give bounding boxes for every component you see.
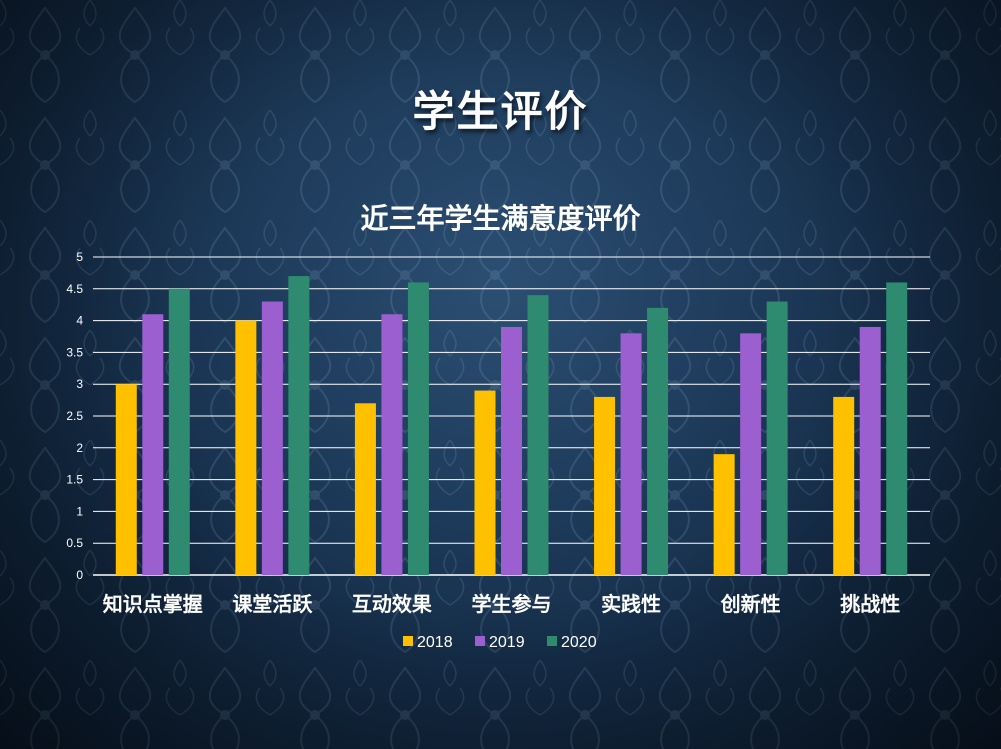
bars — [115, 276, 908, 575]
bar-2018-4 — [474, 390, 496, 575]
y-tick-label: 1.5 — [66, 473, 83, 487]
category-label: 互动效果 — [352, 592, 432, 616]
bar-2020-1 — [168, 288, 190, 575]
bar-2019-2 — [261, 301, 283, 575]
bar-2018-6 — [713, 454, 735, 575]
bar-2020-3 — [407, 282, 429, 575]
bar-2019-1 — [142, 314, 164, 575]
bar-2019-3 — [381, 314, 403, 575]
y-tick-label: 4 — [76, 314, 83, 328]
bar-2018-3 — [354, 403, 376, 575]
y-tick-label: 0 — [76, 568, 83, 582]
legend-label-2020: 2020 — [561, 634, 597, 651]
legend-swatch-2020 — [547, 636, 557, 646]
legend-swatch-2018 — [403, 636, 413, 646]
category-label: 创新性 — [720, 592, 781, 616]
category-label: 挑战性 — [840, 592, 900, 616]
category-label: 知识点掌握 — [103, 592, 203, 616]
bar-2020-4 — [527, 295, 549, 575]
y-tick-label: 4.5 — [66, 282, 83, 296]
bar-2020-7 — [886, 282, 908, 575]
legend-label-2019: 2019 — [489, 634, 525, 651]
y-tick-label: 3 — [76, 377, 83, 391]
x-axis-labels: 知识点掌握 课堂活跃 互动效果 学生参与 实践性 创新性 挑战性 — [103, 592, 900, 616]
bar-2018-1 — [115, 384, 137, 575]
bar-2019-7 — [859, 326, 881, 575]
bar-2020-6 — [766, 301, 788, 575]
category-label: 课堂活跃 — [232, 592, 313, 616]
chart-title: 近三年学生满意度评价 — [360, 202, 641, 235]
legend-label-2018: 2018 — [417, 634, 453, 651]
y-tick-label: 3.5 — [66, 345, 83, 359]
category-label: 实践性 — [601, 592, 661, 616]
bar-2019-5 — [620, 333, 642, 575]
bar-2018-5 — [594, 396, 616, 575]
category-label: 学生参与 — [472, 592, 552, 616]
bar-2020-2 — [288, 276, 310, 575]
bar-2019-6 — [740, 333, 762, 575]
y-tick-label: 0.5 — [66, 536, 83, 550]
bar-2018-7 — [833, 396, 855, 575]
legend: 2018 2019 2020 — [403, 634, 597, 651]
bar-2019-4 — [501, 326, 522, 575]
y-tick-label: 5 — [76, 250, 83, 264]
bar-2020-5 — [647, 307, 669, 575]
slide-title: 学生评价 — [412, 87, 589, 136]
y-tick-label: 2 — [76, 441, 83, 455]
legend-swatch-2019 — [475, 636, 485, 646]
bar-2018-2 — [235, 320, 257, 575]
y-tick-label: 1 — [76, 504, 83, 518]
y-tick-label: 2.5 — [66, 409, 83, 423]
y-axis-ticks: 0 0.5 1 1.5 2 2.5 3 3.5 4 4.5 5 — [66, 250, 83, 582]
